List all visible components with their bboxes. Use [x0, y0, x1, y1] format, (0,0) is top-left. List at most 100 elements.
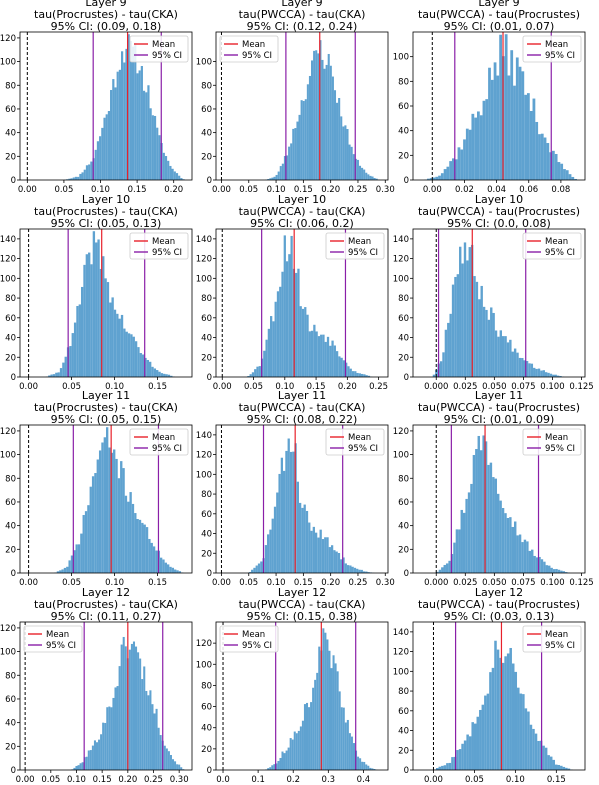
histogram-bar [285, 155, 289, 180]
histogram-bar [315, 50, 318, 181]
histogram-bar [77, 544, 81, 573]
subplot-title-line: Layer 11 [82, 389, 130, 402]
histogram-bar [68, 178, 71, 180]
histogram-bar [145, 527, 149, 573]
histogram-bar [446, 763, 449, 770]
subplot-title-line: tau(Procrustes) - tau(CKA) [34, 8, 178, 21]
y-tick-label: 80 [201, 490, 212, 500]
legend-ci-label: 95% CI [46, 641, 76, 651]
x-tick-label: 0.10 [105, 578, 124, 588]
histogram-bar [136, 73, 139, 180]
subplot-title-line: Layer 10 [475, 193, 523, 206]
histogram-bar [85, 254, 89, 377]
legend-mean-label: Mean [242, 40, 265, 50]
histogram-bar [514, 521, 517, 573]
axes-frame [215, 228, 389, 378]
histogram-bar [79, 763, 82, 770]
histogram-bars [424, 34, 577, 181]
histogram-bar [114, 87, 117, 180]
x-tick-label: 0.05 [239, 578, 258, 588]
histogram-bar [322, 628, 325, 770]
histogram-bar [568, 174, 572, 180]
subplot-title-line: 95% CI: (0.05, 0.15) [51, 413, 162, 426]
y-tick-label: 40 [398, 727, 409, 737]
histogram-bar [94, 473, 97, 573]
histogram-bar [547, 372, 550, 377]
histogram-bar [463, 242, 467, 377]
histogram-bar [285, 261, 289, 377]
y-tick-label: 80 [398, 294, 409, 304]
histogram-bar [550, 567, 553, 573]
histogram-bar [354, 371, 357, 377]
y-tick-label: 100 [196, 274, 212, 284]
histogram-bar [123, 328, 126, 377]
x-tick-label: 0.00 [19, 382, 38, 392]
histogram-bar [494, 330, 498, 377]
histogram-bar [549, 152, 552, 180]
y-tick-label: 40 [201, 334, 212, 344]
x-tick-label: 0.00 [19, 578, 38, 588]
subplot-title-line: 95% CI: (0.01, 0.09) [444, 413, 555, 426]
histogram-bar [91, 476, 95, 573]
histogram-bar [478, 299, 481, 377]
histogram-bar [147, 695, 150, 770]
histogram-bar [439, 361, 443, 377]
y-tick-label: 120 [393, 648, 409, 658]
histogram-bar [117, 478, 121, 573]
x-tick-label: 0.00 [18, 185, 37, 195]
histogram-bar [180, 767, 183, 770]
histogram-bar [103, 117, 106, 180]
histogram-bar [281, 271, 284, 377]
histogram-bar [297, 268, 300, 377]
histogram-bar [81, 172, 84, 180]
histogram-bar [567, 768, 571, 770]
x-tick-label: 0.100 [540, 578, 564, 588]
x-tick-label: 0.025 [453, 382, 477, 392]
histogram-bar [114, 687, 117, 770]
histogram-bar [155, 550, 158, 573]
x-tick-label: 0.000 [424, 578, 448, 588]
histogram-bar [454, 159, 458, 180]
histogram-bar [151, 115, 154, 180]
histogram-bar [342, 557, 345, 573]
histogram-bar [174, 569, 177, 573]
histogram-bar [68, 560, 71, 573]
histogram-bar [460, 149, 464, 180]
x-tick-label: 0.2 [286, 775, 300, 785]
histogram-bar [540, 370, 543, 377]
histogram-bar [174, 761, 177, 770]
histogram-bar [559, 375, 562, 377]
histogram-bar [97, 239, 100, 377]
x-tick-label: 0.10 [506, 775, 525, 785]
histogram-bar [369, 175, 372, 180]
histogram-bar [92, 231, 96, 377]
x-tick-label: 0.20 [164, 185, 183, 195]
histogram-bar [547, 755, 550, 770]
histogram-bar [123, 62, 126, 180]
y-tick-label: 120 [0, 34, 16, 44]
histogram-bars [265, 40, 380, 181]
histogram-bar [73, 322, 77, 377]
y-tick-label: 20 [201, 549, 212, 559]
histogram-bar [333, 550, 336, 573]
histogram-bar [441, 765, 444, 770]
y-tick-label: 100 [0, 274, 16, 284]
histogram-bar [314, 679, 317, 770]
histogram-bar [535, 368, 538, 377]
y-tick-label: 60 [5, 695, 16, 705]
histogram-bar [346, 719, 349, 770]
histogram-bar [72, 177, 75, 180]
x-tick-label: 0.20 [321, 185, 340, 195]
histogram-bar [85, 756, 88, 770]
histogram-bars [71, 636, 185, 770]
histogram-bar [533, 555, 536, 573]
y-tick-label: 40 [398, 127, 409, 137]
histogram-bar [501, 508, 505, 573]
histogram-bar [463, 139, 466, 180]
histogram-bar [108, 706, 111, 770]
histogram-bar [122, 468, 125, 573]
histogram-bar [314, 532, 318, 573]
